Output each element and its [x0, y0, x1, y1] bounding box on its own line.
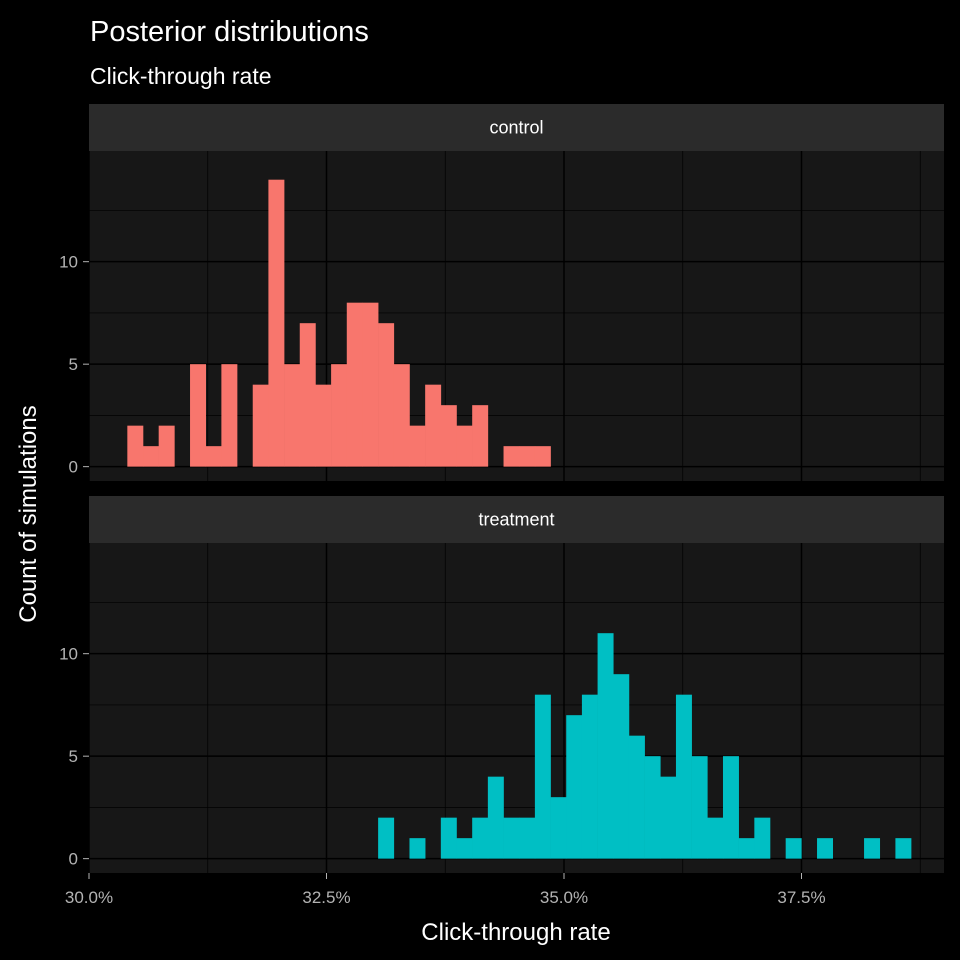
histogram-bar	[503, 446, 520, 467]
y-tick-label: 0	[69, 850, 78, 869]
histogram-bar	[817, 838, 834, 859]
histogram-bar	[190, 364, 207, 467]
histogram-bar	[252, 384, 269, 467]
chart-subtitle: Click-through rate	[90, 63, 272, 89]
facet-treatment: treatment 0 5 10	[59, 496, 944, 873]
histogram-bar	[127, 425, 144, 467]
histogram-bar	[205, 446, 222, 467]
y-tick-label: 10	[59, 645, 78, 664]
facet-panels: control 0 5 10 treatment 0 5 10	[59, 104, 944, 873]
histogram-bar	[534, 694, 551, 859]
y-tick-label: 10	[59, 253, 78, 272]
histogram-bar	[299, 323, 316, 467]
x-tick-label: 35.0%	[540, 888, 588, 907]
histogram-bar	[456, 425, 473, 467]
histogram-bar	[534, 446, 551, 467]
histogram-bar	[393, 364, 410, 467]
histogram-bar	[221, 364, 238, 467]
y-tick-label: 5	[69, 747, 78, 766]
histogram-bar	[550, 797, 567, 859]
y-tick-label: 5	[69, 355, 78, 374]
histogram-bar	[425, 384, 442, 467]
histogram-bar	[519, 446, 536, 467]
histogram-bar	[440, 817, 457, 859]
panel-background	[89, 151, 944, 481]
histogram-bar	[566, 715, 583, 859]
histogram-bar	[440, 405, 457, 467]
histogram-bar	[472, 405, 489, 467]
histogram-bar	[597, 633, 614, 859]
histogram-bar	[864, 838, 881, 859]
x-tick-label: 37.5%	[777, 888, 825, 907]
histogram-bar	[315, 384, 332, 467]
facet-strip-label: treatment	[478, 510, 554, 530]
x-tick-label: 32.5%	[302, 888, 350, 907]
x-axis-title: Click-through rate	[421, 919, 610, 946]
histogram-bar	[331, 364, 348, 467]
histogram-bar	[707, 817, 724, 859]
chart-title: Posterior distributions	[90, 16, 369, 48]
histogram-bar	[644, 756, 661, 859]
histogram-bar	[519, 817, 536, 859]
histogram-bar	[268, 179, 285, 467]
facet-strip-label: control	[489, 118, 543, 138]
histogram-bar	[754, 817, 771, 859]
facet-control: control 0 5 10	[59, 104, 944, 481]
histogram-bar	[472, 817, 489, 859]
histogram-bar	[738, 838, 755, 859]
facet-strip-treatment	[89, 496, 944, 543]
histogram-bar	[581, 694, 598, 859]
histogram-bar	[660, 776, 677, 859]
histogram-bar	[456, 838, 473, 859]
histogram-bar	[362, 302, 379, 467]
x-axis: 30.0% 32.5% 35.0% 37.5%	[65, 873, 826, 907]
histogram-bar	[158, 425, 175, 467]
facet-strip-control	[89, 104, 944, 151]
histogram-bar	[722, 756, 739, 859]
histogram-bar	[409, 425, 426, 467]
histogram-bar	[487, 776, 504, 859]
x-tick-label: 30.0%	[65, 888, 113, 907]
histogram-bar	[503, 817, 520, 859]
histogram-bar	[143, 446, 159, 467]
histogram-bar	[346, 302, 363, 467]
histogram-bar	[628, 735, 645, 859]
histogram-bar	[284, 364, 301, 467]
histogram-bar	[691, 756, 708, 859]
histogram-bar	[895, 838, 912, 859]
histogram-bar	[613, 674, 630, 859]
histogram-bar	[409, 838, 426, 859]
y-tick-label: 0	[69, 458, 78, 477]
histogram-bar	[785, 838, 802, 859]
y-axis-title: Count of simulations	[15, 405, 42, 622]
histogram-bar	[675, 694, 692, 859]
histogram-bar	[378, 323, 395, 467]
histogram-bar	[378, 817, 395, 859]
